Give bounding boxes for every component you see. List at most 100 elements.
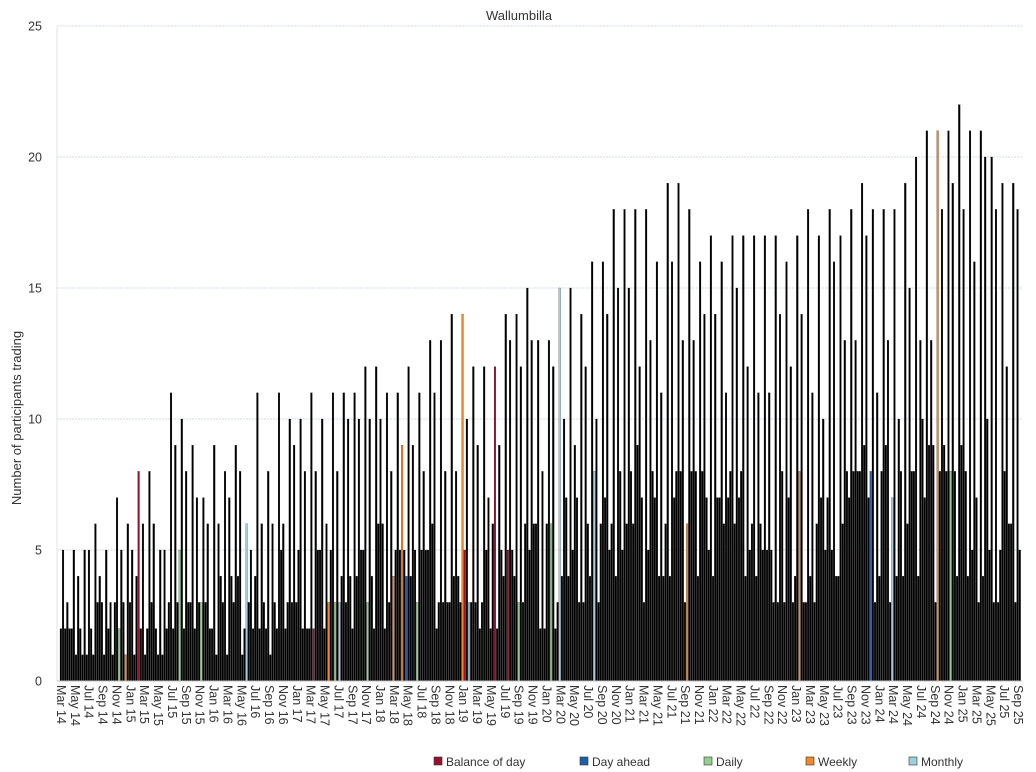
- bar: [366, 602, 369, 682]
- bar: [332, 392, 334, 682]
- bar: [92, 654, 95, 682]
- bar: [690, 471, 693, 682]
- bar: [547, 340, 550, 682]
- bar: [1005, 366, 1008, 682]
- bar: [791, 602, 794, 682]
- bar: [506, 549, 509, 682]
- bar: [435, 628, 438, 682]
- legend-label: Balance of day: [446, 755, 525, 769]
- x-tick-label: Jul 15: [165, 685, 179, 718]
- bar: [962, 209, 965, 682]
- bar: [493, 366, 496, 682]
- bar: [163, 549, 166, 682]
- bar: [932, 445, 935, 682]
- bar: [638, 366, 641, 682]
- x-tick-label: Nov 18: [442, 685, 456, 725]
- y-tick-label: 20: [28, 151, 42, 165]
- y-tick-label: 5: [35, 544, 42, 558]
- bar: [867, 497, 870, 682]
- bar: [403, 549, 406, 682]
- bar: [226, 654, 229, 682]
- bar: [666, 183, 669, 682]
- bar: [509, 340, 512, 682]
- bar: [111, 654, 114, 682]
- bar: [658, 576, 661, 682]
- x-tick-label: Jan 22: [706, 685, 720, 723]
- bar: [824, 549, 827, 682]
- legend-label: Day ahead: [592, 755, 650, 769]
- bar: [794, 576, 797, 682]
- bar: [126, 523, 129, 682]
- bar: [848, 497, 851, 682]
- bar: [139, 628, 142, 682]
- bar: [660, 392, 663, 682]
- bar: [740, 471, 743, 682]
- bar: [580, 314, 583, 682]
- bar: [977, 602, 980, 682]
- bar: [554, 628, 557, 682]
- bar: [887, 340, 889, 682]
- bar: [895, 576, 898, 682]
- bar: [699, 261, 702, 682]
- bar: [798, 471, 801, 682]
- bar: [623, 209, 626, 682]
- legend-swatch: [703, 756, 713, 766]
- x-tick-label: May 16: [234, 685, 248, 726]
- bar: [642, 602, 645, 682]
- x-tick-label: Jul 18: [415, 685, 429, 718]
- bar: [450, 314, 453, 682]
- bar: [841, 523, 844, 682]
- x-tick-label: Sep 24: [928, 685, 942, 725]
- bar: [943, 445, 946, 682]
- bar: [271, 523, 274, 682]
- bar: [362, 549, 365, 682]
- bar: [586, 523, 589, 682]
- bar: [869, 471, 872, 682]
- bar: [558, 287, 561, 682]
- x-tick-label: Mar 22: [720, 685, 734, 724]
- bar: [830, 549, 833, 682]
- bar: [414, 549, 417, 682]
- bar: [783, 602, 786, 682]
- bar: [247, 602, 250, 682]
- bar: [146, 628, 149, 682]
- legend-swatch: [579, 756, 589, 766]
- x-tick-label: Sep 17: [345, 685, 359, 725]
- x-tick-label: May 25: [983, 685, 997, 726]
- bar: [945, 471, 948, 682]
- x-tick-label: Sep 23: [845, 685, 859, 725]
- bar: [385, 392, 388, 682]
- x-tick-label: May 18: [401, 685, 415, 726]
- bar: [744, 576, 747, 682]
- bar: [165, 628, 168, 682]
- bar: [636, 445, 639, 682]
- bar: [381, 523, 384, 682]
- legend-label: Monthly: [921, 755, 963, 769]
- bar: [837, 576, 840, 682]
- bar: [694, 471, 697, 682]
- bar: [1018, 549, 1021, 682]
- bar: [487, 497, 490, 682]
- bar: [811, 392, 814, 682]
- chart-title: Wallumbilla: [486, 8, 553, 23]
- bar: [649, 340, 652, 682]
- bar: [729, 471, 732, 682]
- x-tick-label: Jan 24: [872, 685, 886, 723]
- legend-swatch: [433, 756, 443, 766]
- bar: [427, 549, 429, 682]
- bar: [465, 418, 468, 682]
- bar: [938, 471, 941, 682]
- x-tick-label: Sep 18: [428, 685, 442, 725]
- bars: [59, 104, 1021, 682]
- bar: [420, 549, 423, 682]
- bar: [709, 235, 712, 682]
- bar: [925, 130, 928, 682]
- bar: [537, 340, 540, 682]
- bar: [459, 602, 462, 682]
- bar: [234, 445, 237, 682]
- x-tick-label: Sep 14: [96, 685, 110, 725]
- bar: [407, 366, 410, 682]
- bar: [338, 602, 341, 682]
- x-tick-label: Jul 24: [914, 685, 928, 718]
- bar: [167, 602, 170, 682]
